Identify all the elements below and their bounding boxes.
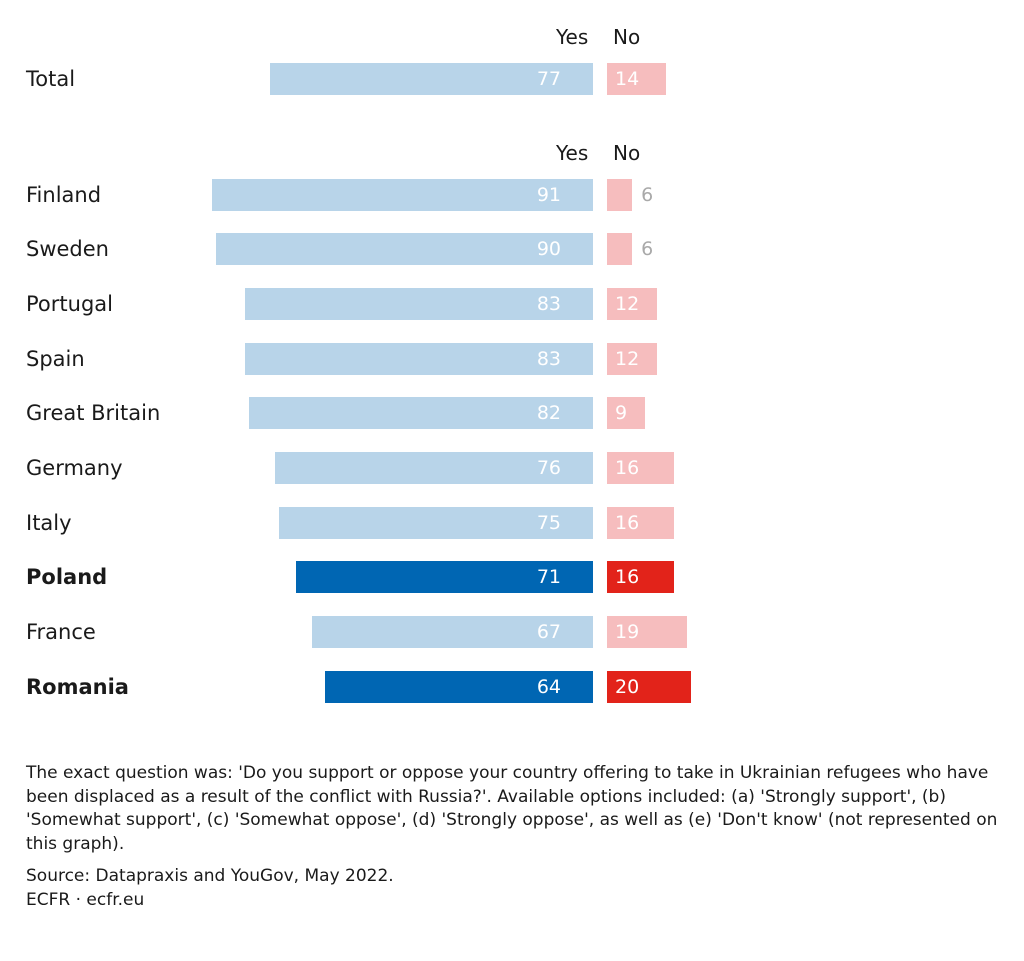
- yes-bar-sweden: [215, 233, 593, 266]
- no-bar-romania: [607, 670, 691, 703]
- yes-bar-germany: [274, 452, 593, 484]
- yes-value-poland: 71: [536, 566, 561, 589]
- yes-value-great-britain: 82: [536, 402, 561, 425]
- yes-value-germany: 76: [536, 457, 561, 479]
- yes-value-total: 77: [536, 68, 561, 90]
- yes-value-sweden: 90: [536, 238, 561, 261]
- yes-bar-italy: [278, 506, 593, 539]
- yes-value-spain: 83: [536, 347, 561, 370]
- country-label-spain: Spain: [26, 346, 85, 371]
- no-value-finland: 6: [641, 183, 654, 206]
- country-label-france: France: [26, 620, 96, 645]
- no-value-total: 14: [615, 68, 640, 90]
- country-label-sweden: Sweden: [26, 237, 109, 262]
- no-bar-finland: [607, 178, 633, 211]
- chart-area: Yes No Total 77 14 Yes No Finland 91 6 Sweden 90 6 Po…: [26, 25, 691, 703]
- no-bar-germany: [607, 452, 675, 484]
- country-label-total: Total: [26, 67, 76, 91]
- country-label-finland: Finland: [26, 182, 102, 207]
- no-value-italy: 16: [615, 511, 640, 534]
- no-bar-poland: [607, 561, 675, 594]
- yes-bar-france: [312, 616, 593, 649]
- no-bar-portugal: [607, 287, 658, 320]
- question-note: The exact question was: 'Do you support …: [26, 763, 998, 854]
- yes-bar-poland: [295, 561, 593, 594]
- no-value-poland: 16: [615, 566, 640, 589]
- yes-value-romania: 64: [536, 675, 561, 698]
- yes-bar-great-britain: [249, 397, 593, 430]
- yes-value-italy: 75: [536, 511, 561, 534]
- yes-header: Yes: [556, 141, 589, 165]
- yes-bar-portugal: [245, 287, 593, 320]
- country-label-romania: Romania: [26, 674, 129, 699]
- credit-note: ECFR · ecfr.eu: [26, 889, 145, 910]
- footnotes: The exact question was: 'Do you support …: [26, 762, 1011, 912]
- yes-bar-spain: [245, 342, 593, 375]
- no-value-great-britain: 9: [615, 402, 628, 425]
- country-label-italy: Italy: [26, 510, 72, 535]
- no-bar-italy: [607, 506, 675, 539]
- country-label-great-britain: Great Britain: [26, 401, 161, 426]
- yes-bar-finland: [211, 178, 593, 211]
- no-bar-total: [607, 63, 666, 95]
- no-value-france: 19: [615, 621, 640, 644]
- yes-bar-romania: [324, 670, 593, 703]
- no-bar-france: [607, 616, 687, 649]
- country-label-portugal: Portugal: [26, 291, 113, 316]
- yes-bar-total: [270, 63, 593, 95]
- no-value-germany: 16: [615, 457, 640, 479]
- no-header: No: [613, 25, 641, 49]
- country-label-poland: Poland: [26, 565, 108, 590]
- no-value-portugal: 12: [615, 292, 640, 315]
- yes-value-finland: 91: [536, 183, 561, 206]
- no-value-sweden: 6: [641, 238, 654, 261]
- no-value-romania: 20: [615, 675, 640, 698]
- no-header: No: [613, 141, 641, 165]
- yes-header: Yes: [556, 25, 589, 49]
- no-bar-spain: [607, 342, 658, 375]
- no-bar-great-britain: [607, 397, 645, 430]
- no-value-spain: 12: [615, 347, 640, 370]
- yes-value-france: 67: [536, 621, 561, 644]
- source-note: Source: Datapraxis and YouGov, May 2022.: [26, 866, 394, 886]
- country-label-germany: Germany: [26, 456, 123, 480]
- yes-value-portugal: 83: [536, 292, 561, 315]
- no-bar-sweden: [607, 233, 633, 266]
